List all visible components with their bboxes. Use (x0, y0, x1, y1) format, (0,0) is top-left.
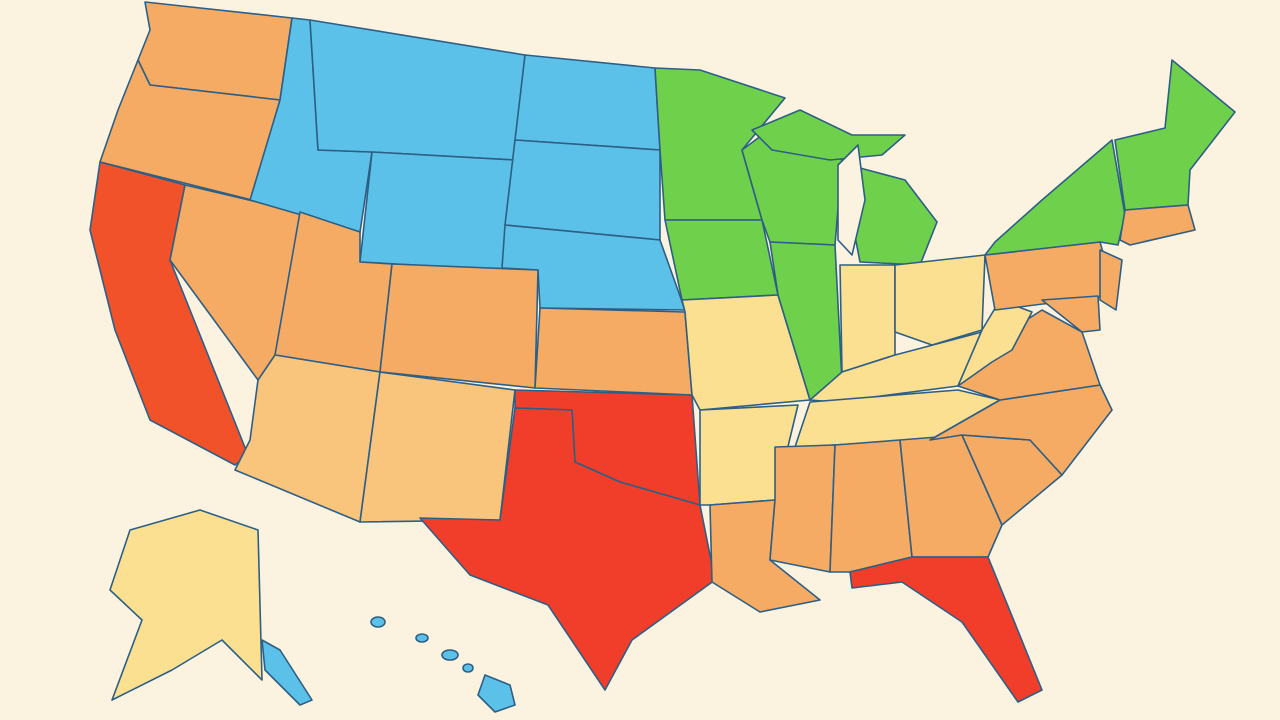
north-dakota (514, 54, 661, 151)
new-jersey (1099, 249, 1123, 311)
michigan-upper (751, 109, 906, 161)
mississippi (769, 444, 836, 573)
indiana (839, 264, 896, 373)
lake-michigan (837, 144, 866, 256)
iowa (664, 219, 779, 301)
washington (137, 1, 293, 101)
hawaii-island (415, 633, 429, 643)
alaska-panhandle (261, 639, 313, 706)
hawaii-island (462, 663, 474, 673)
kansas (534, 307, 693, 396)
wyoming (359, 151, 516, 271)
states (89, 1, 1236, 713)
south-dakota (504, 139, 661, 241)
hawaii-island (370, 616, 386, 628)
hawaii-island (441, 649, 459, 661)
colorado (379, 263, 539, 389)
new-mexico (359, 371, 516, 523)
texas (419, 407, 716, 691)
alaska (109, 509, 263, 701)
ohio (894, 254, 986, 346)
new-england-south (1119, 204, 1196, 246)
alabama (829, 439, 913, 573)
florida (849, 556, 1043, 703)
maryland (1041, 295, 1101, 333)
hawaii-big-island (477, 674, 516, 713)
